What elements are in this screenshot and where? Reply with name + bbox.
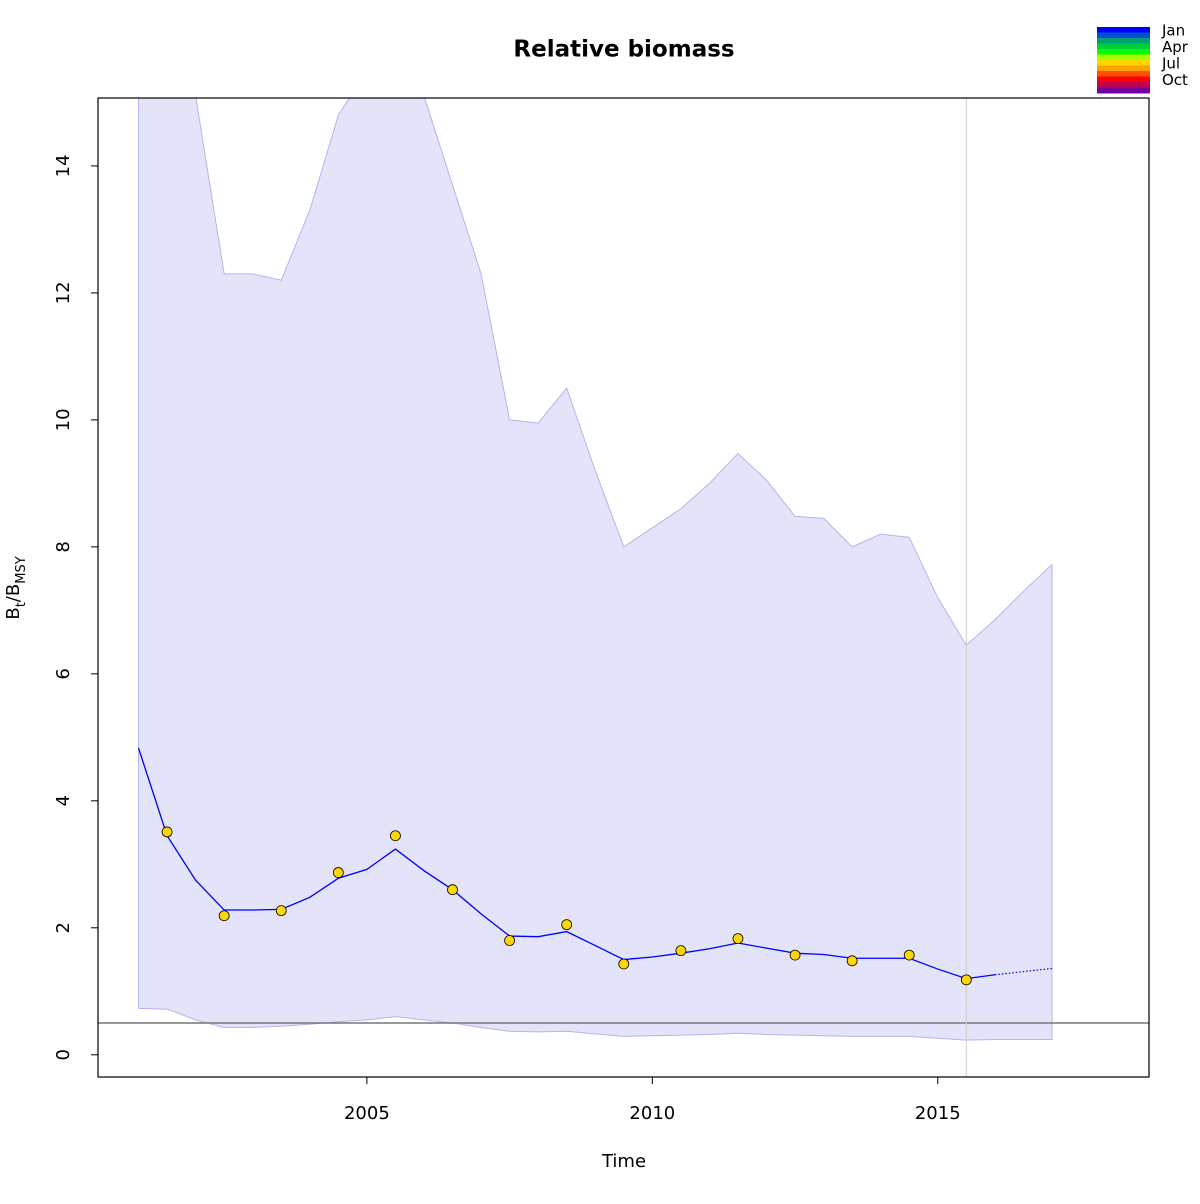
season-legend-swatch: [1097, 65, 1150, 72]
observation-point: [447, 884, 458, 896]
season-legend-swatch: [1097, 32, 1150, 39]
season-legend-swatch: [1097, 71, 1150, 77]
y-tick-label: 2: [53, 922, 74, 933]
season-legend-swatch: [1097, 82, 1150, 88]
y-axis-label-part: MSY: [14, 556, 29, 583]
x-tick-label: 2005: [344, 1103, 390, 1124]
season-legend-label: Oct: [1162, 71, 1188, 89]
observation-point: [561, 919, 573, 931]
y-axis-label-part: B: [3, 607, 24, 619]
observation-point: [275, 905, 287, 917]
y-tick-label: 6: [53, 668, 74, 679]
x-axis-label: Time: [601, 1151, 646, 1172]
y-tick-label: 10: [53, 408, 74, 431]
y-tick-label: 0: [53, 1049, 74, 1060]
observation-point: [903, 949, 915, 961]
observation-point: [675, 945, 687, 957]
season-legend-label: Jul: [1161, 55, 1180, 73]
season-legend-swatch: [1097, 87, 1150, 94]
y-tick-label: 4: [53, 795, 74, 806]
observation-point: [732, 933, 744, 944]
season-legend-swatch: [1097, 27, 1150, 33]
y-axis-label-part: /B: [3, 584, 24, 602]
observation-point: [390, 830, 401, 842]
y-axis-label-part: t: [14, 602, 29, 607]
x-tick-label: 2010: [629, 1103, 675, 1124]
observation-point: [504, 935, 516, 946]
season-legend-swatch: [1097, 43, 1150, 50]
observation-point: [960, 974, 972, 986]
y-axis-label: Bt/BMSY: [3, 556, 29, 619]
confidence-band: [138, 98, 1053, 1041]
observation-point: [618, 958, 630, 970]
y-tick-label: 8: [53, 541, 74, 552]
plot-frame: [97, 97, 1150, 1078]
observation-point: [161, 826, 173, 838]
season-legend-swatch: [1097, 54, 1150, 61]
plot-area: [98, 98, 1149, 1077]
observation-point: [789, 949, 801, 961]
season-legend-swatch: [1097, 76, 1150, 83]
chart-title: Relative biomass: [513, 37, 734, 63]
observation-point: [332, 867, 344, 878]
observation-point: [218, 910, 230, 922]
season-legend-swatch: [1097, 60, 1150, 66]
season-legend-label: Apr: [1162, 38, 1189, 56]
season-legend-swatch: [1097, 49, 1150, 55]
x-tick-label: 2015: [915, 1103, 961, 1124]
y-tick-label: 14: [53, 154, 74, 177]
season-legend-swatch: [1097, 38, 1150, 44]
prediction-line: [994, 967, 1053, 976]
season-legend-label: Jan: [1161, 22, 1185, 40]
y-tick-label: 12: [53, 281, 74, 304]
observation-point: [846, 955, 858, 967]
